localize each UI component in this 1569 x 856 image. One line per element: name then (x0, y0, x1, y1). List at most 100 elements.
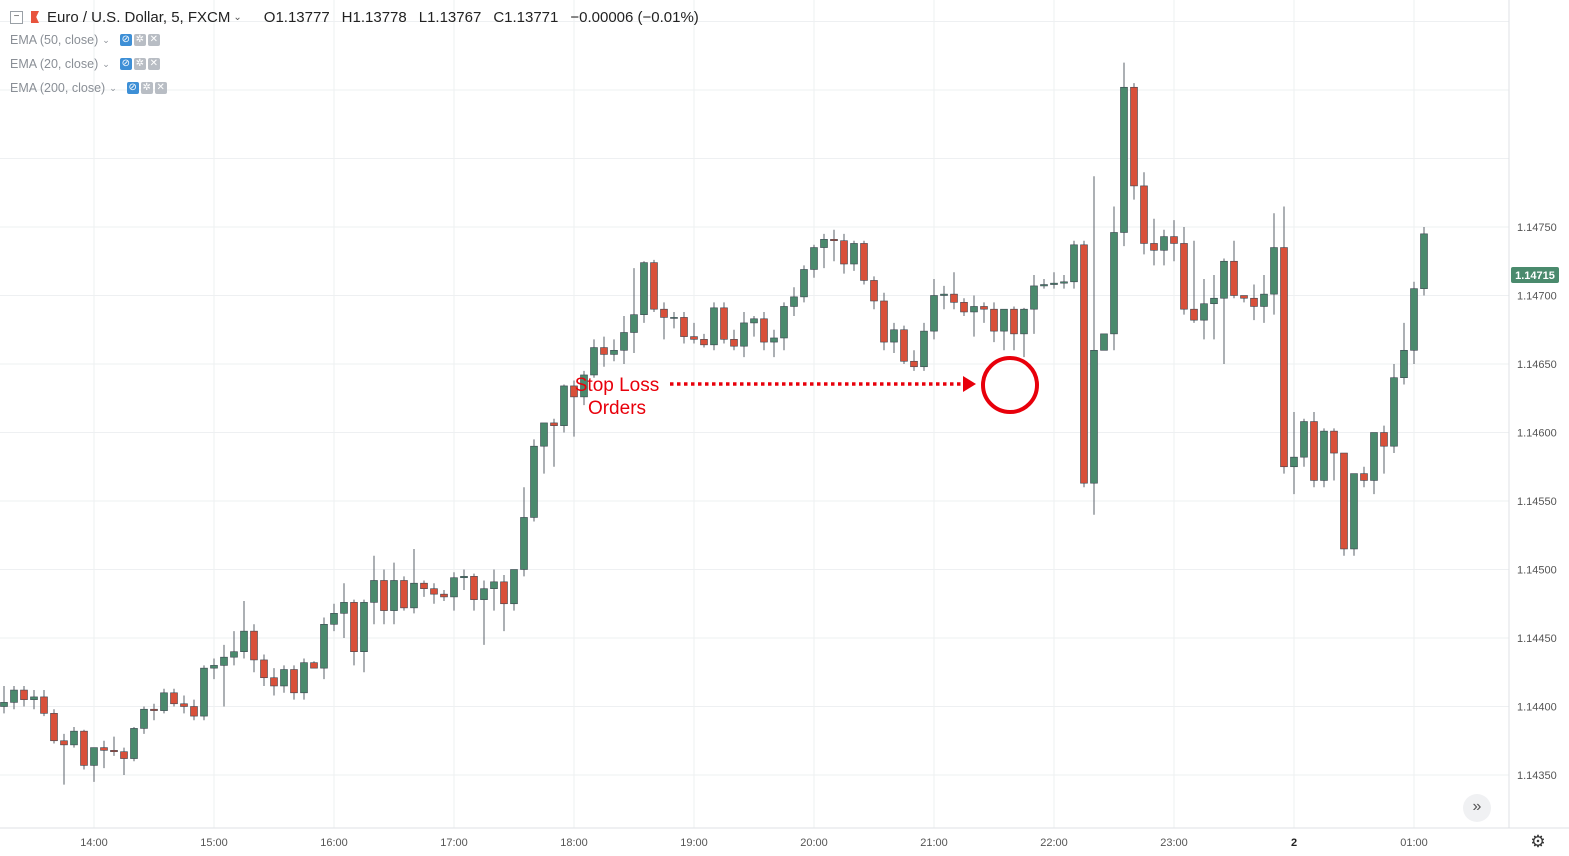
time-axis[interactable]: 14:00 15:00 16:00 17:00 18:00 19:00 20:00 21:00… (80, 837, 1428, 849)
candle-body (390, 580, 398, 611)
symbol-title[interactable]: Euro / U.S. Dollar, 5, FXCM (47, 8, 231, 26)
settings-gear-icon[interactable]: ⚙ (1530, 832, 1546, 851)
flag-icon[interactable] (31, 11, 39, 23)
candle-body (1310, 421, 1318, 481)
candle-body (860, 243, 868, 281)
candle (1050, 272, 1058, 289)
candle-body (1340, 452, 1348, 550)
candle (480, 580, 488, 645)
candle-body (0, 702, 8, 707)
candle (830, 229, 838, 262)
candle (650, 259, 658, 312)
candle (1280, 206, 1288, 474)
candle-body (1050, 282, 1058, 285)
candle (180, 695, 188, 714)
candle (80, 729, 88, 770)
gear-icon[interactable]: ✲ (133, 34, 146, 46)
visibility-icon[interactable]: ⊘ (126, 82, 139, 94)
candle (110, 736, 118, 756)
candle (640, 261, 648, 323)
indicator-label[interactable]: EMA (50, close) (10, 33, 99, 47)
candle (810, 244, 818, 278)
candle-body (240, 630, 248, 653)
candle (70, 727, 78, 748)
close-icon[interactable]: ✕ (147, 34, 160, 46)
candle (760, 311, 768, 351)
candle (940, 285, 948, 310)
candle (910, 350, 918, 371)
candle-body (660, 308, 668, 318)
candle-body (1140, 185, 1148, 244)
candle-body (850, 243, 858, 265)
candle-body (1420, 233, 1428, 289)
candle (1240, 295, 1248, 303)
chart-legend: − Euro / U.S. Dollar, 5, FXCM ⌄ O1.13777… (10, 6, 699, 100)
chevron-down-icon[interactable]: ⌄ (233, 11, 242, 23)
candle-body (50, 713, 58, 742)
y-tick-label: 1.14700 (1517, 291, 1557, 303)
candle (1170, 220, 1178, 262)
candle (430, 583, 438, 604)
close-icon[interactable]: ✕ (147, 58, 160, 70)
candle-body (960, 302, 968, 313)
candle (270, 668, 278, 696)
last-price-label: 1.14715 (1515, 270, 1555, 282)
candle-body (720, 307, 728, 340)
candle (380, 569, 388, 625)
visibility-icon[interactable]: ⊘ (119, 58, 132, 70)
candle-body (1110, 232, 1118, 335)
indicator-label[interactable]: EMA (200, close) (10, 81, 106, 95)
candle (1090, 176, 1098, 515)
x-tick-label: 17:00 (440, 837, 468, 849)
candle-body (690, 336, 698, 340)
candle (1420, 227, 1428, 296)
candle (10, 685, 18, 710)
candle (630, 268, 638, 354)
candle-body (440, 593, 448, 598)
candle-body (700, 339, 708, 346)
indicator-label[interactable]: EMA (20, close) (10, 57, 99, 71)
annotation-circle (981, 356, 1039, 414)
candle-body (260, 659, 268, 679)
y-tick-label: 1.14400 (1517, 702, 1557, 714)
visibility-icon[interactable]: ⊘ (119, 34, 132, 46)
close-icon[interactable]: ✕ (154, 82, 167, 94)
candle (280, 665, 288, 693)
gear-icon[interactable]: ✲ (140, 82, 153, 94)
y-tick-label: 1.14550 (1517, 496, 1557, 508)
y-tick-label: 1.14350 (1517, 770, 1557, 782)
candle-body (540, 422, 548, 447)
candle-body (1380, 432, 1388, 447)
candle-body (880, 300, 888, 343)
candle (1300, 418, 1308, 467)
gear-icon[interactable]: ✲ (133, 58, 146, 70)
collapse-legend-button[interactable]: − (10, 10, 23, 24)
candle (400, 576, 408, 611)
candle-body (220, 656, 228, 666)
candle-body (1280, 247, 1288, 468)
candle (1120, 62, 1128, 247)
candle-body (890, 329, 898, 343)
chevron-down-icon[interactable]: ⌄ (102, 58, 110, 69)
candle (370, 555, 378, 625)
candle-body (620, 332, 628, 351)
candle (720, 302, 728, 344)
chevron-down-icon[interactable]: ⌄ (102, 34, 110, 45)
candle (670, 311, 678, 329)
candle-body (590, 347, 598, 376)
price-axis[interactable]: 1.14350 1.14400 1.14450 1.14500 1.14550 1.146… (1517, 222, 1557, 782)
candle-body (130, 728, 138, 759)
y-tick-label: 1.14500 (1517, 565, 1557, 577)
candle (890, 322, 898, 354)
candle-body (230, 651, 238, 658)
candle-body (150, 708, 158, 711)
candle (690, 322, 698, 344)
candle (530, 439, 538, 522)
candle (1410, 281, 1418, 364)
candle (510, 569, 518, 611)
candles (0, 62, 1428, 785)
scroll-to-realtime-button[interactable]: » (1463, 794, 1491, 822)
chevron-down-icon[interactable]: ⌄ (109, 82, 117, 93)
candle-body (140, 708, 148, 729)
